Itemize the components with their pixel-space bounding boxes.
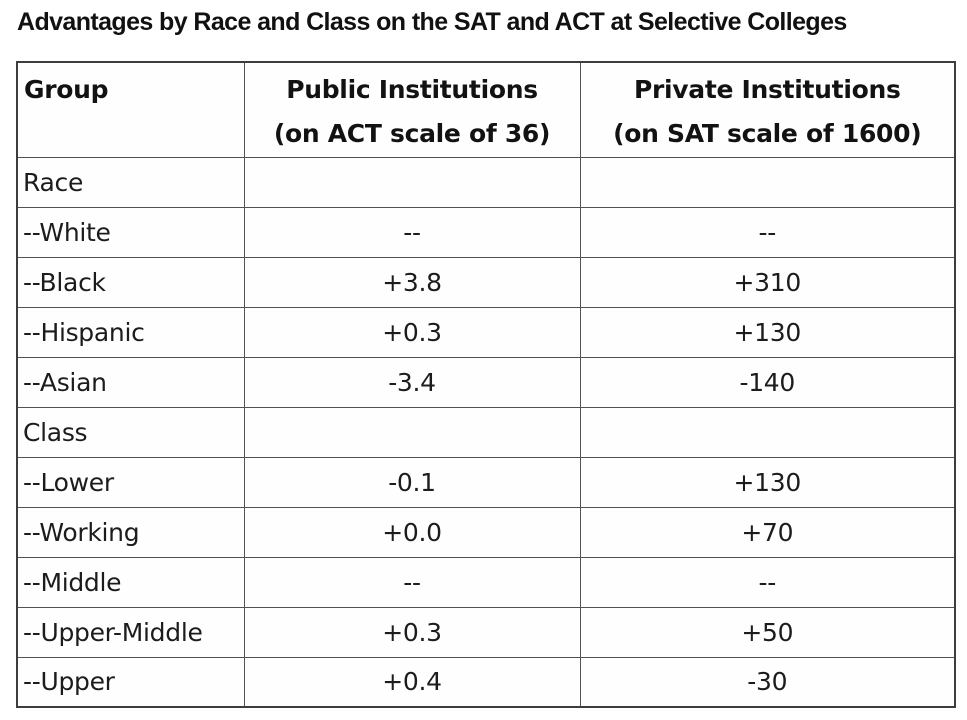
column-header-private: Private Institutions (on SAT scale of 16… [579,61,956,158]
table-header-row: Group Public Institutions (on ACT scale … [16,61,956,158]
advantages-table: Group Public Institutions (on ACT scale … [16,61,956,708]
column-header-group-label: Group [24,75,109,104]
table-row-black: --Black +3.8 +310 [16,256,956,308]
cell-private: +310 [579,256,956,308]
page-title: Advantages by Race and Class on the SAT … [17,8,847,36]
column-header-public-label: Public Institutions [286,75,538,104]
cell-private: -- [579,556,956,608]
column-header-public: Public Institutions (on ACT scale of 36) [243,61,581,158]
column-header-group: Group [16,61,245,158]
cell-public: -- [243,556,581,608]
cell-public: +0.3 [243,306,581,358]
column-header-public-sublabel: (on ACT scale of 36) [273,119,551,148]
cell-public: -0.1 [243,456,581,508]
cell-private: +130 [579,306,956,358]
cell-public: -3.4 [243,356,581,408]
table-row-hispanic: --Hispanic +0.3 +130 [16,306,956,358]
cell-private: +130 [579,456,956,508]
cell-private: -30 [579,656,956,708]
cell-public: +0.0 [243,506,581,558]
cell-group: --Asian [16,356,245,408]
table-row-asian: --Asian -3.4 -140 [16,356,956,408]
table-row-upper-middle: --Upper-Middle +0.3 +50 [16,606,956,658]
table-row-middle: --Middle -- -- [16,556,956,608]
cell-group: --Black [16,256,245,308]
cell-public: -- [243,206,581,258]
cell-group: --Middle [16,556,245,608]
cell-private [579,156,956,208]
table-row-lower: --Lower -0.1 +130 [16,456,956,508]
cell-private [579,406,956,458]
table-row-race-section: Race [16,156,956,208]
cell-group: Race [16,156,245,208]
cell-public: +0.3 [243,606,581,658]
cell-group: --Lower [16,456,245,508]
cell-group: --Hispanic [16,306,245,358]
cell-private: +70 [579,506,956,558]
cell-public [243,156,581,208]
cell-public: +3.8 [243,256,581,308]
table-row-white: --White -- -- [16,206,956,258]
cell-group: --Upper-Middle [16,606,245,658]
cell-public [243,406,581,458]
cell-private: +50 [579,606,956,658]
cell-group: Class [16,406,245,458]
cell-private: -140 [579,356,956,408]
cell-group: --White [16,206,245,258]
cell-private: -- [579,206,956,258]
cell-public: +0.4 [243,656,581,708]
table-row-working: --Working +0.0 +70 [16,506,956,558]
cell-group: --Upper [16,656,245,708]
table-row-upper: --Upper +0.4 -30 [16,656,956,708]
column-header-private-label: Private Institutions [633,75,901,104]
cell-group: --Working [16,506,245,558]
column-header-private-sublabel: (on SAT scale of 1600) [613,119,922,148]
table-row-class-section: Class [16,406,956,458]
